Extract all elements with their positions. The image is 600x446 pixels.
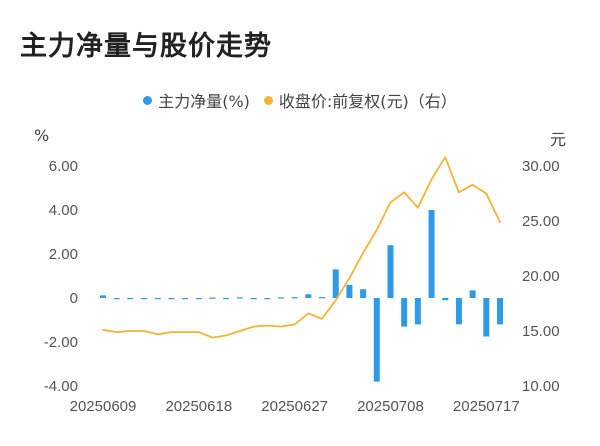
bar-net-volume (127, 298, 134, 300)
bar-net-volume (442, 298, 449, 301)
right-tick-label: 20.00 (522, 268, 560, 285)
right-axis-unit: 元 (550, 130, 567, 149)
bar-net-volume (483, 298, 490, 337)
bar-net-volume (195, 298, 202, 300)
bar-net-volume (319, 297, 326, 299)
bar-net-volume (236, 297, 243, 299)
right-tick-label: 10.00 (522, 378, 560, 395)
bar-net-volume (455, 298, 462, 325)
x-tick-label: 20250708 (357, 398, 424, 415)
bar-net-volume (469, 290, 476, 298)
right-tick-label: 30.00 (522, 158, 560, 175)
bar-net-volume (100, 295, 106, 298)
left-tick-label: 2.00 (49, 246, 78, 263)
bar-net-volume (497, 298, 503, 325)
bar-net-volume (305, 294, 312, 298)
bar-net-volume (277, 297, 284, 299)
legend-swatch-net-volume (143, 95, 153, 105)
left-tick-label: 4.00 (49, 202, 78, 219)
bar-net-volume (291, 297, 298, 299)
bar-net-volume (182, 298, 189, 300)
legend-swatch-close-price (263, 95, 273, 105)
bar-net-volume (414, 298, 421, 325)
line-close-price (102, 156, 501, 339)
bar-net-volume (113, 298, 120, 300)
bar-net-volume (223, 298, 230, 300)
bar-net-volume (141, 298, 148, 300)
bar-net-volume (387, 245, 394, 298)
right-tick-label: 25.00 (522, 213, 560, 230)
bar-net-volume (332, 269, 339, 298)
bar-net-volume (209, 297, 216, 299)
chart-title: 主力净量与股价走势 (20, 31, 272, 62)
legend-item-net-volume[interactable]: 主力净量(%) (143, 88, 250, 112)
bar-net-volume (264, 298, 271, 300)
right-tick-label: 15.00 (522, 323, 560, 340)
legend-item-close-price[interactable]: 收盘价:前复权(元)（右） (263, 88, 457, 112)
bar-net-volume (168, 298, 175, 300)
legend-label-close-price: 收盘价:前复权(元)（右） (278, 92, 457, 111)
x-tick-label: 20250717 (453, 398, 520, 415)
bar-net-volume (373, 298, 380, 382)
left-tick-label: -4.00 (44, 378, 78, 395)
bar-net-volume (250, 298, 257, 300)
legend-label-net-volume: 主力净量(%) (158, 92, 250, 111)
bar-net-volume (401, 298, 408, 327)
left-tick-label: 6.00 (49, 158, 78, 175)
left-axis-unit: % (34, 126, 50, 145)
x-tick-label: 20250609 (70, 398, 137, 415)
bar-net-volume (154, 298, 161, 300)
left-tick-label: 0 (70, 290, 78, 307)
bar-net-volume (346, 284, 353, 298)
x-tick-label: 20250627 (261, 398, 328, 415)
x-tick-label: 20250618 (165, 398, 232, 415)
bar-net-volume (428, 210, 435, 298)
bar-net-volume (360, 289, 367, 298)
chart-legend: 主力净量(%) 收盘价:前复权(元)（右） (0, 88, 600, 112)
left-tick-label: -2.00 (44, 334, 78, 351)
